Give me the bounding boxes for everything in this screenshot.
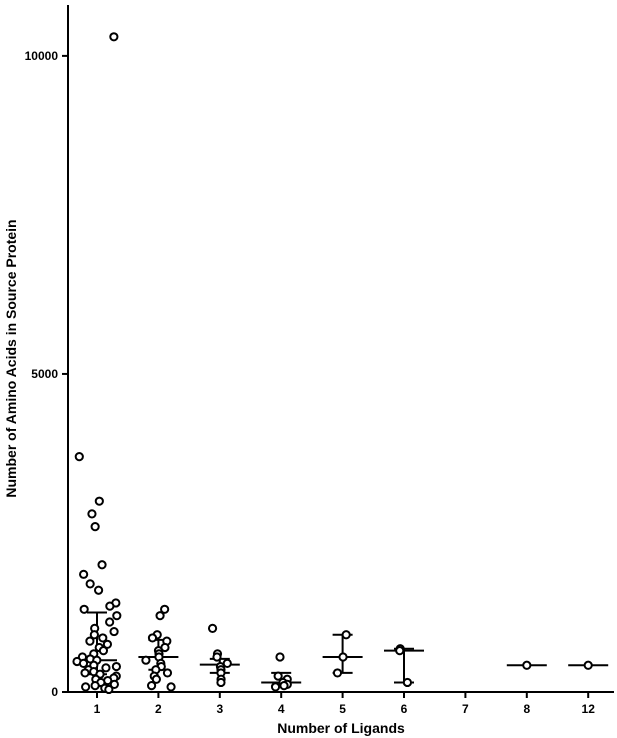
data-point	[90, 522, 100, 532]
x-tick-label: 2	[155, 702, 162, 716]
data-point	[85, 579, 95, 589]
data-point	[98, 633, 108, 643]
data-point	[79, 569, 89, 579]
data-point	[275, 652, 285, 662]
x-tick-label: 7	[462, 702, 469, 716]
data-point	[146, 681, 157, 691]
x-tick-label: 4	[278, 702, 285, 716]
data-point	[212, 652, 222, 662]
data-point	[207, 623, 218, 633]
data-point	[338, 652, 348, 662]
x-tick-label: 3	[216, 702, 223, 716]
data-point	[109, 679, 119, 689]
x-tick-label: 5	[339, 702, 346, 716]
data-point	[78, 658, 89, 668]
data-point	[105, 617, 115, 627]
x-ticks: 1 2 3 4 5 6 7 8 12	[94, 692, 596, 716]
x-tick-label: 6	[401, 702, 408, 716]
x-tick-label: 12	[582, 702, 596, 716]
data-point	[81, 682, 91, 692]
data-point	[273, 671, 283, 681]
data-point	[74, 452, 84, 462]
data-points	[72, 32, 593, 695]
data-point	[279, 681, 289, 691]
data-point	[102, 639, 113, 649]
data-point	[341, 630, 351, 640]
y-tick-label: 10000	[25, 49, 59, 63]
data-point	[141, 655, 151, 665]
data-point	[97, 560, 107, 570]
data-point	[79, 604, 89, 614]
y-tick-label: 0	[51, 685, 58, 699]
data-point	[104, 684, 114, 695]
axes	[67, 5, 614, 693]
data-point	[522, 660, 532, 670]
data-point	[270, 682, 281, 692]
y-ticks: 0 5000 10000	[25, 49, 68, 699]
data-point	[87, 509, 97, 519]
data-point	[111, 661, 122, 672]
data-point	[160, 604, 170, 614]
x-tick-label: 1	[94, 702, 101, 716]
data-point	[402, 677, 413, 688]
data-point	[155, 611, 165, 621]
data-point	[162, 668, 173, 678]
data-point	[147, 633, 158, 643]
x-tick-label: 8	[523, 702, 530, 716]
data-point	[90, 681, 100, 691]
data-point	[332, 668, 343, 678]
data-point	[98, 646, 109, 656]
data-point	[101, 663, 111, 673]
data-point	[109, 32, 119, 42]
data-point	[93, 585, 104, 595]
data-point	[395, 646, 405, 656]
y-axis-title: Number of Amino Acids in Source Protein	[3, 219, 19, 497]
data-point	[85, 636, 95, 646]
data-point	[109, 626, 119, 637]
data-point	[105, 601, 115, 611]
data-point	[94, 496, 104, 506]
y-tick-label: 5000	[31, 367, 58, 381]
data-point	[166, 682, 176, 692]
data-point	[80, 668, 90, 678]
data-point	[216, 677, 226, 688]
data-point	[112, 611, 122, 621]
x-axis-title: Number of Ligands	[277, 720, 405, 736]
data-point	[89, 630, 99, 640]
data-point	[151, 674, 161, 684]
data-point	[583, 660, 593, 670]
